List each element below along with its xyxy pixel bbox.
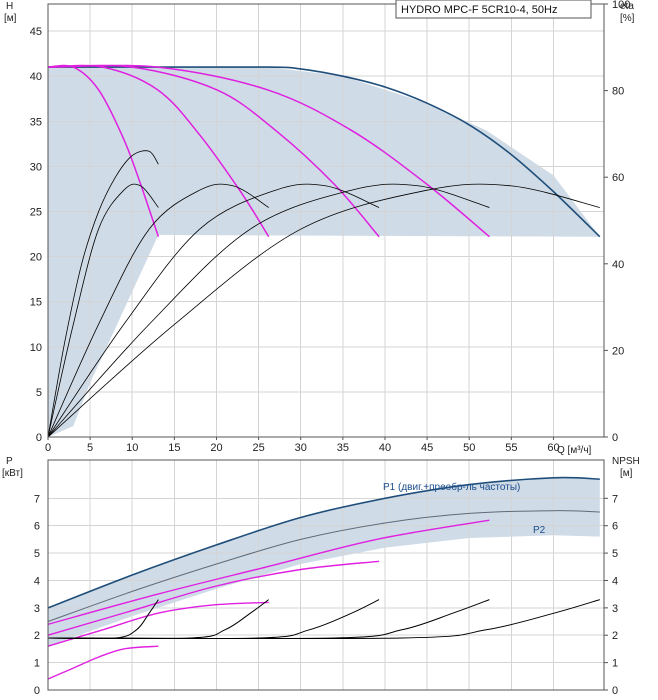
- x-tick-label: 50: [463, 442, 475, 454]
- p-axis-unit: [кВт]: [2, 468, 23, 479]
- x-tick-label: 25: [252, 442, 264, 454]
- head-curve-0: [48, 66, 601, 238]
- p-tick-label: 2: [34, 630, 40, 642]
- power-plot-frame: [47, 459, 605, 691]
- x-tick-label: 45: [421, 442, 433, 454]
- h-tick-label: 25: [30, 206, 42, 218]
- p-tick-label: 6: [34, 521, 40, 533]
- npsh-axis-label: NPSH: [612, 456, 640, 467]
- p-tick-label: 1: [34, 658, 40, 670]
- operating-area: [48, 67, 600, 437]
- h-tick-label: 10: [30, 342, 42, 354]
- efficiency-curve-10: [47, 150, 159, 438]
- power-curve-5: [47, 645, 159, 680]
- efficiency-curve-9: [47, 183, 600, 438]
- h-tick-label: 0: [36, 432, 42, 444]
- p1-curve-label: P1 (двиг.+преобр-ль частоты): [383, 481, 520, 493]
- x-tick-label: 0: [45, 442, 51, 454]
- x-tick-label: 5: [87, 442, 93, 454]
- h-tick-label: 15: [30, 297, 42, 309]
- p2-curve-label: P2: [533, 525, 546, 536]
- x-tick-label: 15: [168, 442, 180, 454]
- p-tick-label: 7: [34, 493, 40, 505]
- npsh-tick-label: 3: [612, 603, 618, 615]
- x-tick-label: 10: [126, 442, 138, 454]
- eta-tick-label: 20: [612, 345, 624, 357]
- x-tick-label: 30: [295, 442, 307, 454]
- x-tick-label: 55: [505, 442, 517, 454]
- npsh-axis-unit: [м]: [620, 468, 633, 479]
- x-tick-label: 60: [547, 442, 559, 454]
- npsh-tick-label: 5: [612, 548, 618, 560]
- p-axis-label: P: [6, 456, 13, 467]
- power-curve-3: [47, 560, 380, 636]
- npsh-tick-label: 0: [612, 685, 618, 697]
- npsh-tick-label: 2: [612, 630, 618, 642]
- efficiency-curve-5: [47, 183, 159, 438]
- eta-tick-label: 60: [612, 172, 624, 184]
- h-tick-label: 35: [30, 116, 42, 128]
- eta-axis-label: eta: [620, 1, 634, 12]
- p-tick-label: 0: [34, 685, 40, 697]
- head-plot-frame: [47, 3, 605, 438]
- npsh-tick-label: 1: [612, 658, 618, 670]
- h-tick-label: 20: [30, 252, 42, 264]
- x-tick-label: 40: [379, 442, 391, 454]
- p-tick-label: 5: [34, 548, 40, 560]
- npsh-tick-label: 4: [612, 575, 618, 587]
- eta-axis-unit: [%]: [620, 13, 635, 24]
- x-tick-label: 35: [337, 442, 349, 454]
- p-tick-label: 4: [34, 575, 40, 587]
- eta-tick-label: 80: [612, 86, 624, 98]
- chart-title: HYDRO MPC-F 5CR10-4, 50Hz: [401, 4, 557, 16]
- npsh-tick-label: 7: [612, 493, 618, 505]
- p-tick-label: 3: [34, 603, 40, 615]
- head-curve-2: [47, 64, 270, 238]
- npsh-curve-10: [47, 599, 600, 640]
- power-curve-1: [47, 510, 600, 622]
- eta-tick-label: 0: [612, 432, 618, 444]
- h-tick-label: 40: [30, 71, 42, 83]
- power-curve-4: [47, 601, 269, 647]
- power-curve-2: [47, 519, 490, 625]
- chart-title-box: [395, 0, 592, 19]
- eta-tick-label: 100: [612, 0, 630, 11]
- x-tick-label: 20: [210, 442, 222, 454]
- eta-tick-label: 40: [612, 259, 624, 271]
- efficiency-curve-7: [47, 183, 380, 438]
- power-operating-area: [48, 477, 600, 647]
- npsh-tick-label: 6: [612, 521, 618, 533]
- h-axis-label: H: [6, 1, 13, 12]
- h-tick-label: 30: [30, 161, 42, 173]
- power-curve-0: [47, 476, 600, 609]
- efficiency-curve-8: [47, 183, 490, 438]
- q-axis-label: Q [м³/ч]: [557, 445, 592, 456]
- efficiency-curve-6: [47, 183, 269, 438]
- h-tick-label: 5: [36, 387, 42, 399]
- h-axis-unit: [м]: [4, 13, 17, 24]
- h-tick-label: 45: [30, 26, 42, 38]
